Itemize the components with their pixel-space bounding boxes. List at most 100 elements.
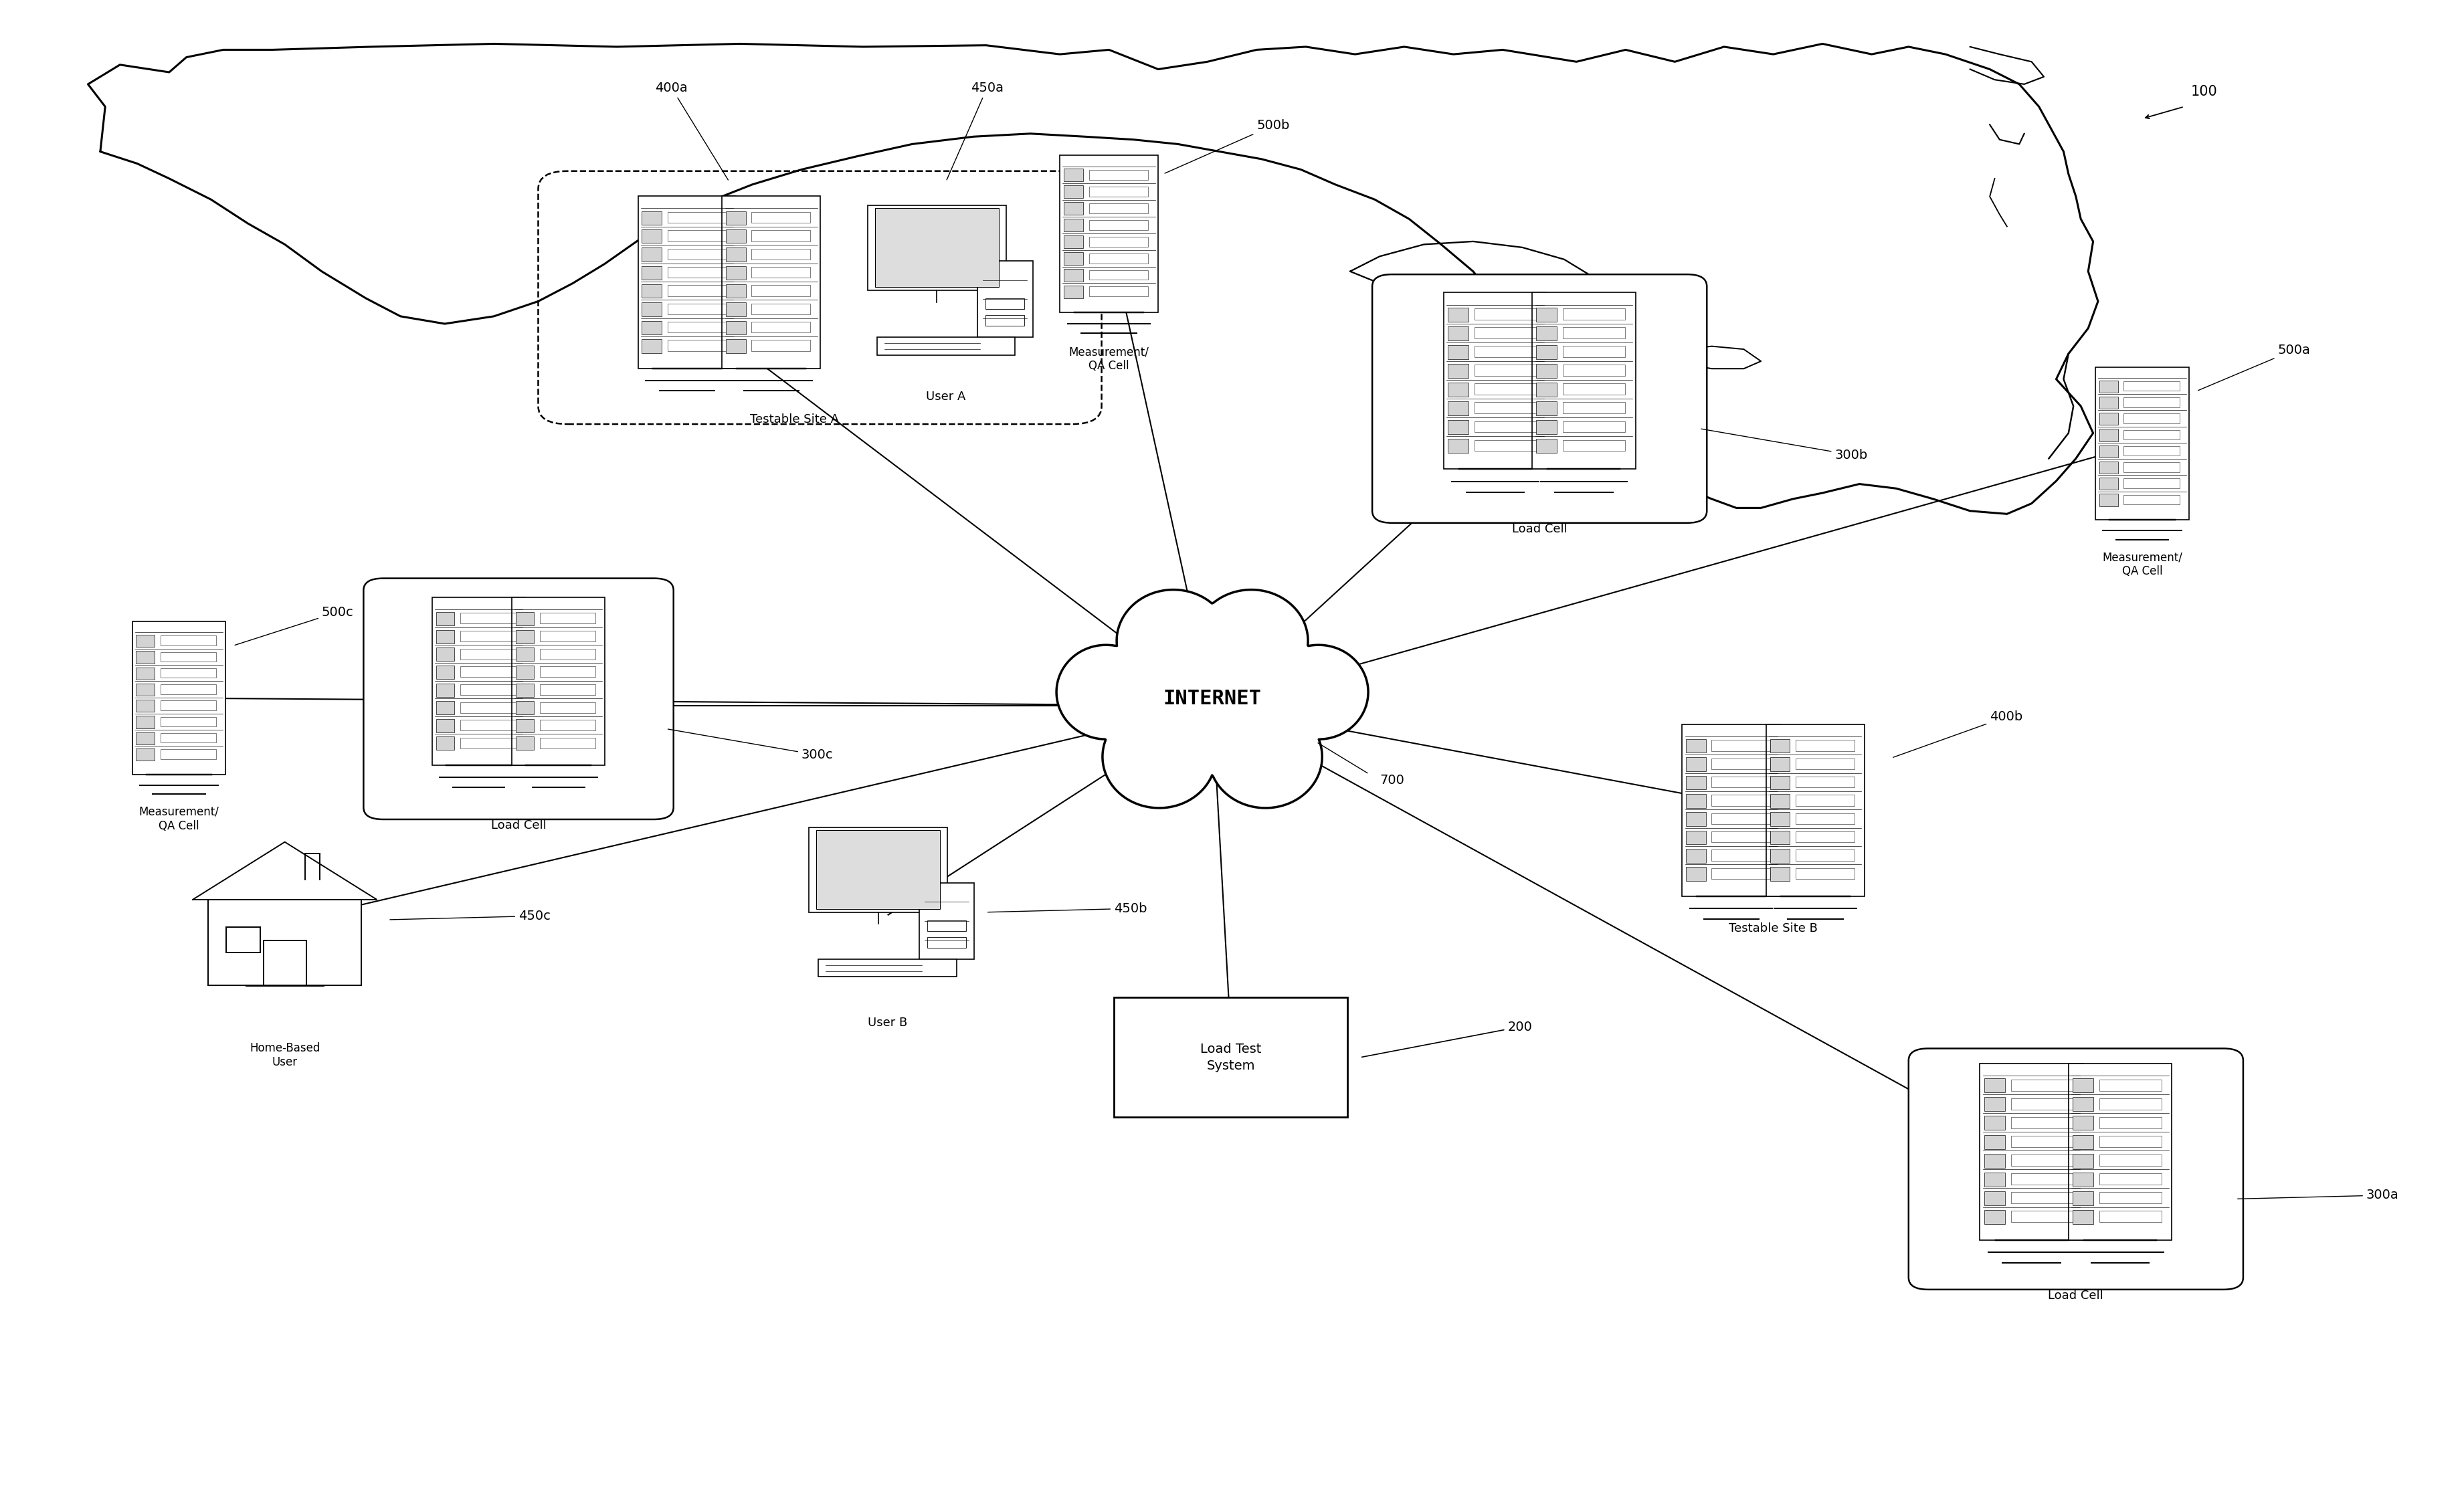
- Bar: [1562, 327, 1626, 339]
- Bar: [727, 248, 747, 261]
- Bar: [2099, 1174, 2161, 1184]
- Bar: [2094, 368, 2188, 519]
- Bar: [877, 338, 1015, 354]
- Bar: [436, 612, 453, 626]
- Bar: [752, 285, 811, 296]
- Bar: [515, 683, 535, 696]
- FancyBboxPatch shape: [1372, 275, 1708, 522]
- Bar: [2124, 495, 2181, 504]
- Bar: [727, 303, 747, 317]
- Bar: [668, 321, 727, 333]
- Text: 400a: 400a: [655, 81, 729, 180]
- Bar: [2067, 1063, 2171, 1240]
- Bar: [133, 621, 227, 775]
- Bar: [2124, 479, 2181, 488]
- Bar: [436, 701, 453, 714]
- Bar: [1769, 868, 1789, 881]
- Bar: [1769, 758, 1789, 772]
- Bar: [2011, 1117, 2072, 1129]
- Bar: [643, 284, 660, 299]
- Bar: [875, 209, 998, 287]
- Text: Home-Based
User: Home-Based User: [249, 1043, 320, 1069]
- Bar: [919, 883, 973, 959]
- Bar: [1562, 402, 1626, 414]
- Bar: [515, 737, 535, 750]
- Bar: [1473, 402, 1538, 414]
- Bar: [1712, 740, 1772, 750]
- Bar: [818, 959, 956, 977]
- Bar: [1562, 347, 1626, 357]
- Bar: [436, 665, 453, 678]
- Bar: [1473, 384, 1538, 395]
- Bar: [136, 716, 155, 728]
- Bar: [727, 321, 747, 335]
- Bar: [1685, 830, 1705, 844]
- Bar: [1089, 186, 1148, 197]
- Bar: [160, 749, 217, 760]
- Bar: [2011, 1154, 2072, 1166]
- Text: Testable Site A: Testable Site A: [749, 414, 840, 426]
- Bar: [1685, 794, 1705, 808]
- Bar: [1535, 438, 1557, 453]
- Bar: [1984, 1154, 2006, 1168]
- Bar: [1064, 269, 1084, 282]
- Bar: [1984, 1135, 2006, 1148]
- Bar: [1535, 383, 1557, 396]
- Bar: [752, 341, 811, 351]
- Bar: [1796, 850, 1855, 860]
- Bar: [1064, 236, 1084, 248]
- Bar: [2099, 1192, 2161, 1204]
- Text: 500a: 500a: [2198, 344, 2311, 390]
- Bar: [136, 635, 155, 647]
- Bar: [1984, 1117, 2006, 1130]
- Bar: [1449, 401, 1469, 416]
- Bar: [461, 720, 515, 731]
- Bar: [1562, 384, 1626, 395]
- Bar: [136, 683, 155, 695]
- Bar: [431, 597, 525, 766]
- Bar: [1449, 345, 1469, 359]
- Bar: [436, 630, 453, 644]
- Text: User A: User A: [926, 390, 966, 402]
- Bar: [2072, 1154, 2094, 1168]
- Bar: [160, 635, 217, 645]
- Bar: [2099, 1079, 2161, 1091]
- Bar: [2011, 1136, 2072, 1147]
- Text: 100: 100: [2190, 86, 2218, 99]
- Bar: [727, 212, 747, 225]
- Bar: [668, 212, 727, 224]
- Bar: [136, 668, 155, 680]
- Bar: [2124, 381, 2181, 390]
- Bar: [1562, 422, 1626, 432]
- Bar: [1562, 440, 1626, 452]
- Bar: [1473, 422, 1538, 432]
- Bar: [1685, 776, 1705, 790]
- Text: 400b: 400b: [1892, 710, 2023, 758]
- Bar: [1533, 293, 1636, 468]
- Bar: [926, 920, 966, 931]
- Bar: [1089, 237, 1148, 246]
- Bar: [436, 737, 453, 750]
- Bar: [1535, 326, 1557, 341]
- Bar: [540, 737, 596, 749]
- Bar: [1449, 326, 1469, 341]
- Text: 500b: 500b: [1165, 119, 1289, 173]
- Text: Load Cell: Load Cell: [490, 820, 547, 832]
- Bar: [160, 732, 217, 743]
- Bar: [2099, 477, 2119, 489]
- Bar: [808, 827, 949, 913]
- Bar: [515, 665, 535, 678]
- Bar: [2011, 1099, 2072, 1109]
- Bar: [1535, 420, 1557, 434]
- Bar: [436, 719, 453, 732]
- Bar: [2011, 1211, 2072, 1222]
- Bar: [1767, 725, 1865, 896]
- Bar: [2099, 1099, 2161, 1109]
- Bar: [160, 717, 217, 726]
- Text: Measurement/
QA Cell: Measurement/ QA Cell: [1069, 347, 1148, 372]
- Bar: [160, 701, 217, 710]
- Bar: [1089, 270, 1148, 279]
- Bar: [2099, 413, 2119, 425]
- Bar: [1535, 401, 1557, 416]
- Bar: [513, 597, 604, 766]
